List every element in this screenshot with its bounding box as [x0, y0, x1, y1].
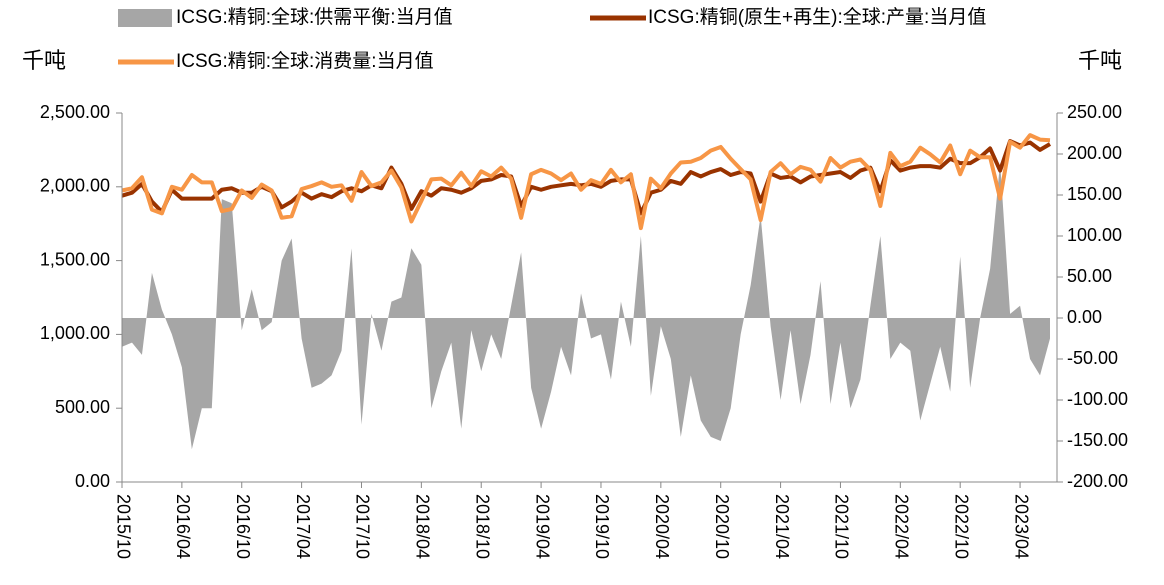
- y2-tick-label: -100.00: [1067, 389, 1128, 409]
- y-tick-label: 2,000.00: [40, 176, 110, 196]
- x-tick-label: 2021/04: [772, 494, 792, 559]
- series-line: [121, 133, 1051, 231]
- plot-area: [121, 133, 1052, 450]
- legend-swatch: [118, 9, 172, 27]
- x-tick-label: 2015/10: [113, 494, 133, 559]
- y-tick-label: 0.00: [75, 471, 110, 491]
- y2-tick-label: -150.00: [1067, 430, 1128, 450]
- legend-label: ICSG:精铜(原生+再生):全球:产量:当月值: [648, 6, 986, 28]
- x-tick-label: 2019/04: [532, 494, 552, 559]
- x-tick-label: 2016/10: [233, 494, 253, 559]
- y-tick-label: 2,500.00: [40, 102, 110, 122]
- x-tick-label: 2016/04: [173, 494, 193, 559]
- legend-label: ICSG:精铜:全球:供需平衡:当月值: [176, 6, 453, 28]
- x-tick-label: 2023/04: [1011, 494, 1031, 559]
- x-tick-label: 2018/04: [413, 494, 433, 559]
- y2-tick-label: 200.00: [1067, 143, 1122, 163]
- legend-label: ICSG:精铜:全球:消费量:当月值: [176, 50, 434, 72]
- y2-tick-label: 50.00: [1067, 266, 1112, 286]
- y2-tick-label: 150.00: [1067, 184, 1122, 204]
- y2-axis-label: 千吨: [1078, 48, 1122, 73]
- balance-area: [122, 162, 1050, 450]
- x-tick-label: 2020/10: [712, 494, 732, 559]
- x-tick-label: 2018/10: [472, 494, 492, 559]
- y2-tick-label: -200.00: [1067, 471, 1128, 491]
- y-axis-label: 千吨: [22, 48, 66, 73]
- x-tick-label: 2017/10: [353, 494, 373, 559]
- y2-tick-label: 100.00: [1067, 225, 1122, 245]
- x-tick-label: 2019/10: [592, 494, 612, 559]
- x-tick-label: 2021/10: [832, 494, 852, 559]
- x-tick-label: 2022/04: [892, 494, 912, 559]
- y-tick-label: 500.00: [55, 397, 110, 417]
- x-tick-label: 2020/04: [652, 494, 672, 559]
- y2-tick-label: 0.00: [1067, 307, 1102, 327]
- x-tick-label: 2017/04: [293, 494, 313, 559]
- y2-tick-label: 250.00: [1067, 102, 1122, 122]
- x-tick-label: 2022/10: [951, 494, 971, 559]
- y-tick-label: 1,000.00: [40, 323, 110, 343]
- y-tick-label: 1,500.00: [40, 249, 110, 269]
- series-line: [121, 139, 1052, 216]
- y2-tick-label: -50.00: [1067, 348, 1118, 368]
